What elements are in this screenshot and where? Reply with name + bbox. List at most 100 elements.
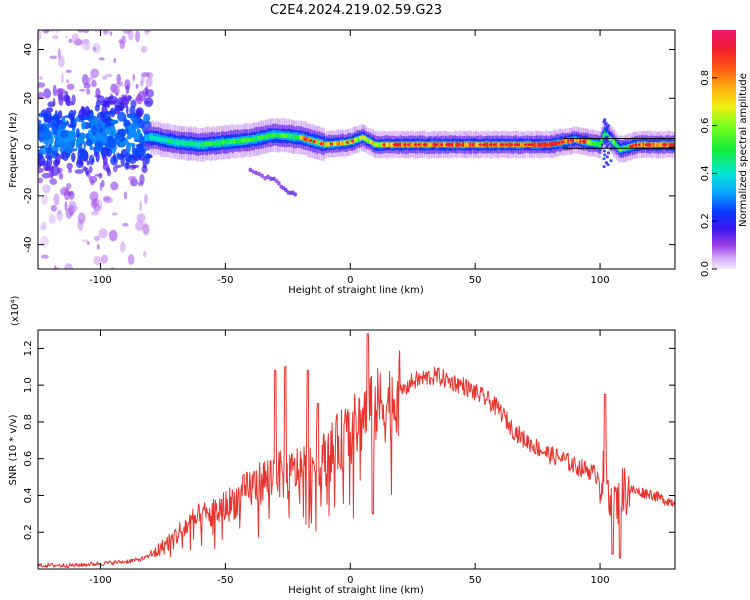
noise-blob (136, 126, 140, 138)
ridge-core-cell (589, 140, 593, 146)
noise-blob (137, 146, 146, 157)
noise-blob (105, 73, 113, 78)
ridge-core-cell (616, 144, 619, 149)
ridge-core-cell (248, 137, 252, 142)
noise-blob (87, 173, 91, 178)
noise-blob (98, 228, 108, 239)
noise-blob (101, 179, 105, 188)
noise-blob (137, 118, 145, 129)
ridge-core-cell (533, 142, 537, 147)
colorbar-tick-label: 0.6 (700, 118, 711, 134)
ridge-core-cell (297, 134, 301, 140)
noise-blob (40, 254, 49, 259)
spike-blob (604, 161, 609, 165)
ridge-band-cell (144, 134, 147, 142)
ridge-core-cell (150, 135, 154, 140)
noise-blob (97, 119, 102, 128)
ridge-core-cell (476, 142, 479, 147)
snr-x-tick-label: 50 (469, 575, 482, 586)
noise-blob (64, 90, 69, 103)
spike-blob (605, 155, 609, 159)
noise-blob (113, 97, 120, 108)
ridge-core-cell (282, 133, 285, 138)
noise-blob (38, 119, 42, 125)
noise-blob (38, 167, 44, 174)
ridge-core-cell (521, 142, 525, 147)
colorbar: 0.0 0.2 0.4 0.6 0.8 Normalized spectral ampl… (700, 30, 749, 277)
noise-blob (68, 190, 75, 200)
noise-blob (133, 138, 141, 143)
noise-blob (131, 144, 136, 156)
ridge-core-cell (595, 141, 598, 147)
noise-blob (101, 254, 108, 264)
ridge-core-cell (332, 141, 336, 146)
noise-blob (41, 221, 47, 230)
ridge-core-cell (429, 142, 432, 147)
ridge-core-cell (364, 136, 367, 142)
noise-blob (41, 160, 49, 166)
noise-blob (135, 107, 144, 117)
noise-blob (114, 133, 121, 141)
ridge-core-cell (338, 141, 341, 146)
ridge-core-cell (380, 142, 383, 147)
noise-blob (111, 212, 118, 216)
faint-branch-blob (269, 176, 273, 181)
spectrogram-y-tick-label: 20 (23, 92, 34, 105)
ridge-core-cell (341, 140, 344, 146)
ridge-core-cell (430, 142, 434, 147)
noise-blob (71, 33, 80, 45)
ridge-core-cell (184, 140, 187, 146)
ridge-core-cell (166, 138, 170, 143)
ridge-core-cell (287, 133, 290, 139)
noise-blob (134, 97, 140, 101)
ridge-core-cell (586, 139, 589, 145)
noise-blob (38, 91, 44, 99)
ridge-core-cell (159, 137, 163, 142)
ridge-core-cell (254, 136, 257, 141)
noise-blob (143, 154, 152, 159)
noise-blob (77, 30, 85, 33)
ridge-core-cell (324, 142, 327, 147)
ridge-core-cell (339, 140, 343, 146)
spectrogram-y-label: Frequency (Hz) (8, 112, 19, 188)
noise-blob (122, 98, 130, 106)
noise-blob (98, 172, 103, 179)
ridge-core-cell (343, 140, 346, 145)
ridge-core-cell (607, 134, 610, 139)
noise-blob (52, 114, 61, 121)
spectrogram-x-label: Height of straight line (km) (288, 285, 424, 296)
ridge-core-cell (189, 141, 192, 146)
ridge-core-cell (222, 140, 226, 145)
noise-blob (119, 81, 124, 86)
faint-branch-blob (263, 175, 267, 181)
noise-blob (135, 30, 141, 43)
noise-blob (113, 57, 117, 64)
ridge-core-cell (229, 139, 233, 144)
snr-panel: -100 -50 0 50 100 0.2 0.4 0.6 0.8 1.0 1.2 Height … (8, 295, 676, 596)
noise-blob (52, 84, 57, 97)
ridge-core-cell (283, 133, 287, 139)
spike-blob (603, 118, 607, 122)
ridge-core-cell (427, 142, 430, 147)
ridge-core-cell (266, 134, 269, 139)
ridge-core-cell (373, 141, 376, 147)
noise-blob (127, 115, 137, 119)
noise-blob (79, 88, 86, 92)
noise-blob (60, 152, 65, 160)
ridge-core-cell (243, 138, 247, 143)
spike-blob (608, 131, 612, 135)
faint-branch-blob (293, 192, 298, 197)
noise-blob (65, 120, 69, 125)
spike-blob (606, 143, 610, 147)
ridge-core-cell (182, 140, 185, 146)
ridge-core-cell (215, 140, 219, 146)
ridge-core-cell (540, 142, 544, 147)
ridge-core-cell (325, 142, 329, 147)
ridge-core-cell (275, 132, 278, 138)
ridge-core-cell (535, 142, 539, 147)
spectrogram-y-axis: -40 -20 0 20 40 (23, 43, 675, 253)
ridge-core-cell (348, 140, 351, 145)
ridge-core-cell (465, 142, 469, 147)
ridge-core-cell (317, 140, 320, 145)
noise-blob (49, 178, 58, 186)
